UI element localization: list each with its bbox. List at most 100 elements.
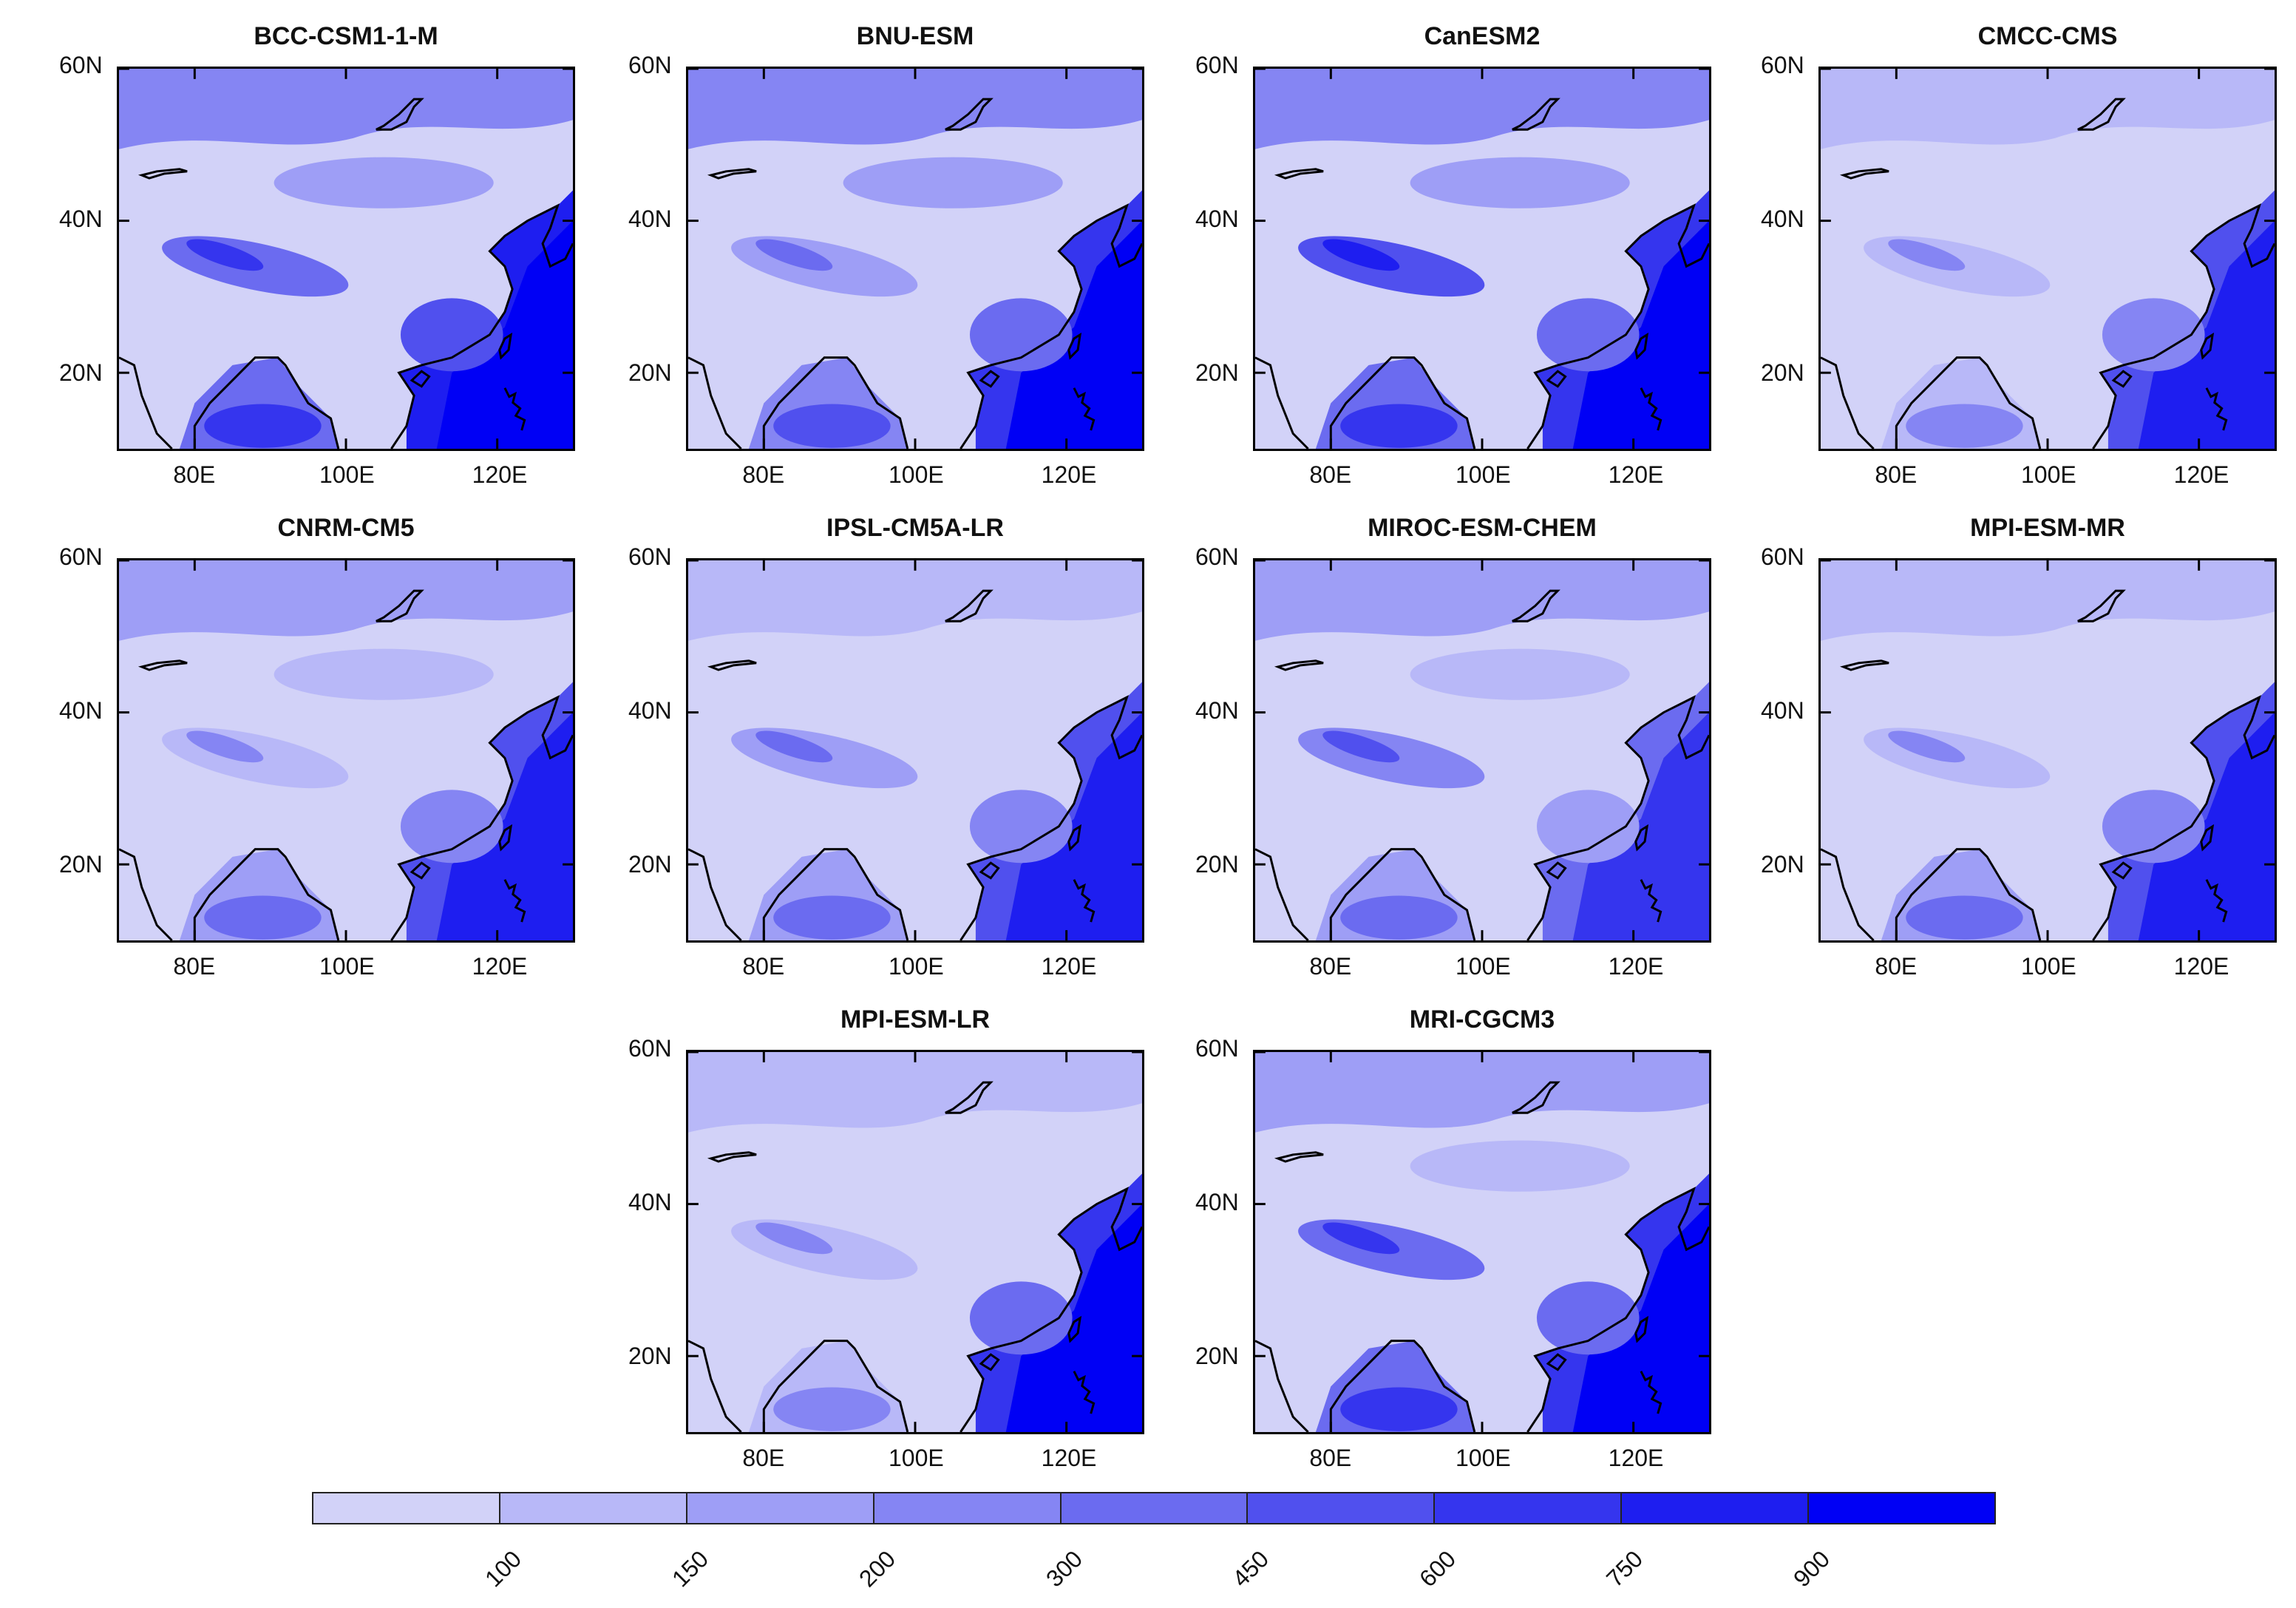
bay-of-bengal-field bbox=[773, 1387, 891, 1431]
tibet-core bbox=[1322, 239, 1400, 271]
map-plot bbox=[686, 67, 1144, 451]
map-panel: CanESM2 60N 40N 20N 80E 100E 120E bbox=[1195, 0, 1711, 488]
lon-label: 120E bbox=[472, 953, 528, 980]
lake-outline bbox=[1274, 168, 1324, 180]
map-panel: MPI-ESM-MR 60N 40N 20N 80E 100E 120E bbox=[1761, 492, 2277, 980]
colorbar-label: 900 bbox=[1788, 1545, 1835, 1592]
bay-of-bengal-field bbox=[773, 404, 891, 448]
lat-label: 60N bbox=[1761, 543, 1804, 570]
lake-outline bbox=[1067, 332, 1082, 360]
lon-label: 100E bbox=[889, 461, 944, 488]
lake-outline bbox=[2077, 98, 2126, 131]
south-china-field bbox=[969, 1281, 1073, 1355]
lon-label: 120E bbox=[1041, 1445, 1097, 1471]
colorbar-label: 300 bbox=[1040, 1545, 1087, 1592]
contour-map bbox=[119, 560, 573, 940]
lake-outline bbox=[498, 824, 513, 852]
northern-band bbox=[1255, 69, 1709, 149]
tibet-core bbox=[186, 239, 264, 271]
philippines-coast bbox=[1640, 387, 1662, 431]
lat-label: 60N bbox=[59, 52, 103, 78]
lon-label: 80E bbox=[742, 461, 785, 488]
map-plot bbox=[117, 558, 575, 943]
bay-of-bengal-field bbox=[1340, 1387, 1458, 1431]
mongolia-field bbox=[1410, 648, 1630, 700]
lat-label: 60N bbox=[628, 52, 672, 78]
lon-label: 80E bbox=[1309, 1445, 1352, 1471]
philippines-coast bbox=[2205, 387, 2228, 431]
coastline bbox=[762, 356, 909, 449]
panel-title: MIROC-ESM-CHEM bbox=[1368, 514, 1597, 542]
map-panel: BCC-CSM1-1-M 60N 40N 20N 80E 100E 120E bbox=[59, 0, 575, 488]
philippines-coast bbox=[503, 879, 526, 923]
lat-label: 40N bbox=[628, 206, 672, 232]
contour-map bbox=[1255, 560, 1709, 940]
coastline bbox=[1329, 356, 1476, 449]
lake-outline bbox=[2200, 824, 2215, 852]
lake-outline bbox=[1067, 1315, 1082, 1343]
lon-label: 120E bbox=[2173, 953, 2229, 980]
colorbar-swatch bbox=[312, 1492, 500, 1524]
northern-band bbox=[119, 69, 573, 149]
mongolia-field bbox=[274, 648, 494, 700]
lat-label: 20N bbox=[1195, 1343, 1239, 1369]
lat-label: 20N bbox=[628, 1343, 672, 1369]
lat-label: 20N bbox=[59, 851, 103, 878]
northern-band bbox=[688, 69, 1142, 149]
northern-band bbox=[1255, 560, 1709, 641]
lake-outline bbox=[1634, 1315, 1649, 1343]
lat-label: 40N bbox=[628, 1189, 672, 1215]
contour-map bbox=[688, 560, 1142, 940]
panel-title: IPSL-CM5A-LR bbox=[826, 514, 1004, 542]
lat-label: 20N bbox=[1761, 851, 1804, 878]
map-plot bbox=[1818, 558, 2277, 943]
lat-label: 20N bbox=[59, 359, 103, 386]
pacific-field bbox=[1572, 220, 1709, 449]
coastline bbox=[390, 203, 573, 449]
bay-of-bengal-field bbox=[1340, 895, 1458, 940]
pacific-field bbox=[2138, 712, 2275, 940]
tibet-core bbox=[1322, 730, 1400, 763]
coastline bbox=[1329, 1340, 1476, 1432]
lon-label: 80E bbox=[1309, 953, 1352, 980]
lake-outline bbox=[410, 370, 431, 388]
lake-outline bbox=[1634, 332, 1649, 360]
colorbar-label: 750 bbox=[1601, 1545, 1648, 1592]
contour-map bbox=[1821, 69, 2275, 449]
coastline bbox=[960, 203, 1142, 449]
northern-band bbox=[1255, 1052, 1709, 1133]
lake-outline bbox=[2077, 589, 2126, 622]
lon-label: 80E bbox=[1875, 461, 1918, 488]
south-china-field bbox=[2102, 298, 2205, 372]
lake-outline bbox=[1634, 824, 1649, 852]
lat-label: 60N bbox=[1195, 1035, 1239, 1062]
panel-title: CMCC-CMS bbox=[1977, 22, 2118, 50]
tibet-core bbox=[186, 730, 264, 763]
map-panel: MIROC-ESM-CHEM 60N 40N 20N 80E 100E 120E bbox=[1195, 492, 1711, 980]
lat-label: 40N bbox=[1195, 206, 1239, 232]
lat-label: 60N bbox=[1195, 52, 1239, 78]
lon-label: 100E bbox=[889, 1445, 944, 1471]
pacific-field bbox=[1005, 220, 1142, 449]
mongolia-field bbox=[1975, 648, 2195, 700]
lat-label: 40N bbox=[1761, 697, 1804, 724]
colorbar-swatch bbox=[1433, 1492, 1623, 1524]
contour-map bbox=[1255, 69, 1709, 449]
south-china-field bbox=[969, 790, 1073, 864]
lat-label: 40N bbox=[628, 697, 672, 724]
colorbar-label: 150 bbox=[666, 1545, 713, 1592]
northern-band bbox=[1821, 69, 2275, 149]
map-panel: MPI-ESM-LR 60N 40N 20N 80E 100E 120E bbox=[628, 983, 1144, 1471]
south-china-field bbox=[400, 298, 503, 372]
lon-label: 100E bbox=[2021, 461, 2076, 488]
panel-title: CNRM-CM5 bbox=[277, 514, 415, 542]
coastline bbox=[1895, 848, 2042, 940]
lake-outline bbox=[945, 98, 994, 131]
south-china-field bbox=[1536, 1281, 1640, 1355]
coastline bbox=[1255, 356, 1309, 449]
lake-outline bbox=[1839, 659, 1889, 671]
lon-label: 120E bbox=[2173, 461, 2229, 488]
lat-label: 60N bbox=[1195, 543, 1239, 570]
tibet-core bbox=[1888, 730, 1966, 763]
lat-label: 60N bbox=[628, 1035, 672, 1062]
